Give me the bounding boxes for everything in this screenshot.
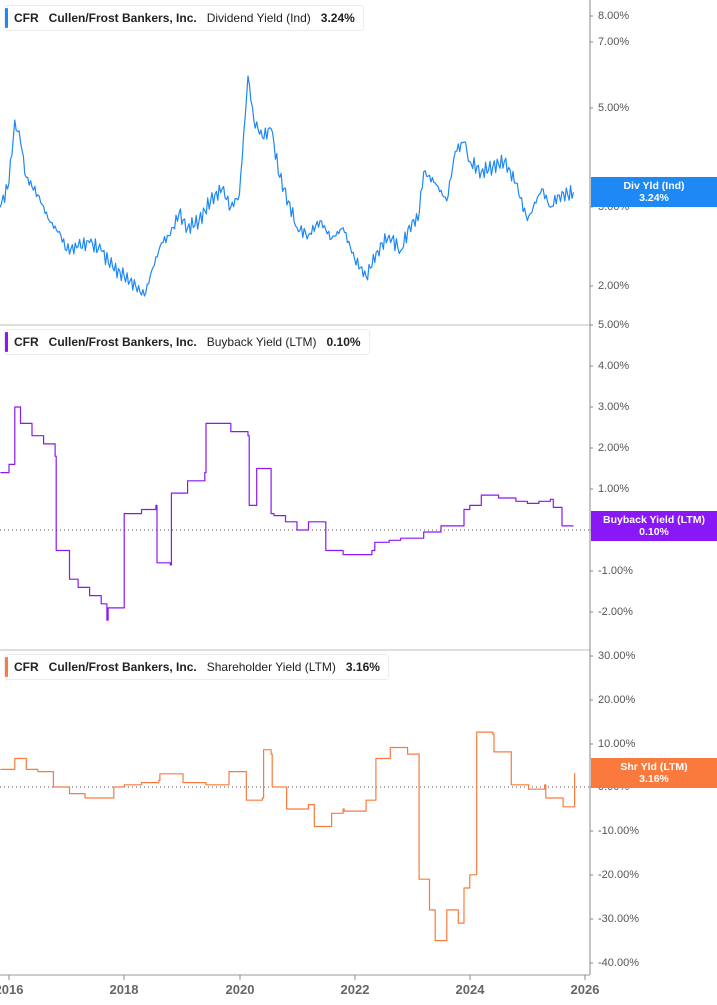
y-tick-label: -1.00% <box>598 565 633 577</box>
legend-value: 3.24% <box>320 11 355 25</box>
y-tick-label: -20.00% <box>598 869 639 881</box>
legend-metric: Buyback Yield (LTM) <box>206 335 317 349</box>
x-tick-label: 2016 <box>0 982 24 997</box>
y-tick-label: 30.00% <box>598 650 636 662</box>
last-value-flag-dividend: Div Yld (Ind) 3.24% <box>591 177 717 207</box>
legend-shareholder-yield: CFR Cullen/Frost Bankers, Inc. Sharehold… <box>4 654 389 680</box>
x-tick-label: 2020 <box>225 982 255 997</box>
y-tick-label: 4.00% <box>598 360 630 372</box>
legend-ticker: CFR <box>14 11 39 25</box>
flag-label: Buyback Yield (LTM) <box>603 514 705 526</box>
series-color-marker <box>5 332 8 352</box>
legend-metric: Shareholder Yield (LTM) <box>206 660 336 674</box>
x-tick-label: 2018 <box>109 982 139 997</box>
y-tick-label: -2.00% <box>598 606 633 618</box>
x-tick-label: 2022 <box>340 982 370 997</box>
y-tick-label: -40.00% <box>598 957 639 969</box>
legend-company: Cullen/Frost Bankers, Inc. <box>48 335 197 349</box>
y-tick-label: 1.00% <box>598 483 630 495</box>
legend-buyback-yield: CFR Cullen/Frost Bankers, Inc. Buyback Y… <box>4 329 370 355</box>
series-color-marker <box>5 657 8 677</box>
legend-company: Cullen/Frost Bankers, Inc. <box>48 11 197 25</box>
series-line-1 <box>0 406 574 621</box>
legend-value: 3.16% <box>345 660 380 674</box>
legend-value: 0.10% <box>326 335 361 349</box>
series-line-2 <box>0 731 576 942</box>
last-value-flag-buyback: Buyback Yield (LTM) 0.10% <box>591 511 717 541</box>
y-tick-label: -10.00% <box>598 825 639 837</box>
legend-company: Cullen/Frost Bankers, Inc. <box>48 660 197 674</box>
y-tick-label: 8.00% <box>598 10 630 22</box>
y-tick-label: 3.00% <box>598 401 630 413</box>
flag-label: Shr Yld (LTM) <box>620 761 688 773</box>
series-line-0 <box>0 75 575 297</box>
y-tick-label: -30.00% <box>598 913 639 925</box>
y-tick-label: 5.00% <box>598 319 630 331</box>
last-value-flag-shareholder: Shr Yld (LTM) 3.16% <box>591 758 717 788</box>
x-tick-label: 2026 <box>570 982 600 997</box>
flag-value: 3.24% <box>639 192 669 204</box>
legend-ticker: CFR <box>14 660 39 674</box>
y-tick-label: 20.00% <box>598 694 636 706</box>
y-tick-label: 10.00% <box>598 738 636 750</box>
flag-label: Div Yld (Ind) <box>623 180 685 192</box>
x-tick-label: 2024 <box>455 982 485 997</box>
flag-value: 0.10% <box>639 526 669 538</box>
y-tick-label: 5.00% <box>598 102 630 114</box>
legend-metric: Dividend Yield (Ind) <box>206 11 311 25</box>
series-color-marker <box>5 8 8 28</box>
legend-dividend-yield: CFR Cullen/Frost Bankers, Inc. Dividend … <box>4 5 364 31</box>
y-tick-label: 7.00% <box>598 36 630 48</box>
y-tick-label: 2.00% <box>598 442 630 454</box>
y-tick-label: 2.00% <box>598 280 630 292</box>
legend-ticker: CFR <box>14 335 39 349</box>
flag-value: 3.16% <box>639 773 669 785</box>
